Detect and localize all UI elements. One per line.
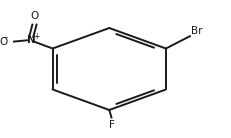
Text: O: O: [30, 10, 38, 21]
Text: F: F: [108, 120, 114, 130]
Text: Br: Br: [190, 26, 202, 35]
Text: +: +: [33, 32, 39, 41]
Text: N: N: [26, 35, 35, 45]
Text: −: −: [1, 33, 7, 42]
Text: O: O: [0, 37, 8, 47]
